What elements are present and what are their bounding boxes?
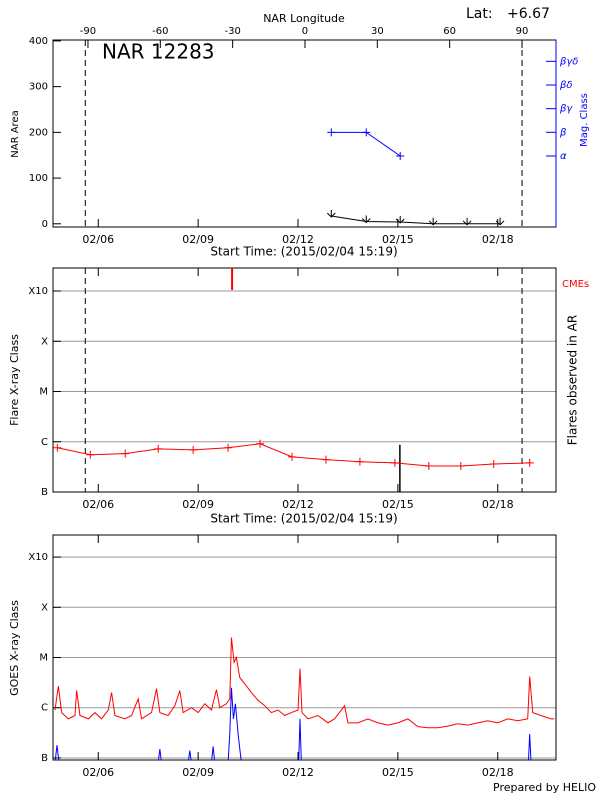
y-tick-label: 100 bbox=[29, 173, 48, 184]
cme-label: CMEs bbox=[562, 279, 589, 290]
data-marker bbox=[256, 439, 265, 448]
y2-axis-label: Flares observed in AR bbox=[566, 315, 580, 445]
x-tick-label: 02/18 bbox=[482, 766, 514, 779]
x-tick-label: 02/15 bbox=[382, 766, 414, 779]
x-tick-label: 02/18 bbox=[482, 233, 514, 246]
x-tick-label: 02/06 bbox=[82, 498, 114, 511]
plot-frame bbox=[52, 534, 557, 761]
y-tick-label: M bbox=[39, 653, 48, 664]
data-marker bbox=[224, 443, 233, 452]
lat-value: +6.67 bbox=[507, 6, 550, 22]
plot-area bbox=[331, 131, 501, 225]
y-axis-label: GOES X-ray Class bbox=[8, 600, 21, 696]
data-marker bbox=[189, 445, 198, 454]
x2-tick-label: 60 bbox=[443, 26, 456, 37]
data-marker bbox=[288, 452, 297, 461]
x-tick-label: 02/09 bbox=[182, 233, 214, 246]
data-marker bbox=[355, 457, 364, 466]
plot-area bbox=[57, 268, 530, 492]
y-tick-label: B bbox=[41, 487, 48, 498]
data-marker bbox=[424, 461, 433, 470]
x-tick-label: 02/12 bbox=[282, 498, 314, 511]
data-marker bbox=[495, 217, 505, 226]
y-tick-label: 300 bbox=[29, 82, 48, 93]
y2-tick-label: α bbox=[560, 151, 567, 162]
plot-frame bbox=[52, 267, 557, 493]
x-tick-label: 02/12 bbox=[282, 233, 314, 246]
data-marker bbox=[86, 450, 95, 459]
x-tick-label: 02/09 bbox=[182, 498, 214, 511]
x2-tick-label: -90 bbox=[80, 26, 96, 37]
data-marker bbox=[395, 215, 405, 224]
x-tick-label: 02/15 bbox=[382, 233, 414, 246]
x-tick-label: 02/18 bbox=[482, 498, 514, 511]
data-marker bbox=[154, 444, 163, 453]
y-tick-label: X10 bbox=[28, 286, 48, 297]
y-tick-label: C bbox=[41, 437, 48, 448]
data-marker bbox=[489, 460, 498, 469]
data-marker bbox=[390, 458, 399, 467]
y-tick-label: X bbox=[41, 602, 48, 613]
series-line bbox=[54, 687, 532, 760]
y-tick-label: B bbox=[41, 753, 48, 764]
x2-tick-label: 90 bbox=[516, 26, 529, 37]
footer: Prepared by HELIO bbox=[493, 781, 596, 794]
y-tick-label: X bbox=[41, 336, 48, 347]
x2-tick-label: -60 bbox=[152, 26, 168, 37]
x2-axis-label: NAR Longitude bbox=[263, 12, 345, 25]
data-marker bbox=[361, 215, 371, 224]
y2-tick-label: βδ bbox=[559, 80, 573, 91]
plot-frame bbox=[52, 39, 557, 228]
y-tick-label: 200 bbox=[29, 127, 48, 138]
x-tick-label: 02/12 bbox=[282, 766, 314, 779]
y2-tick-label: βγ bbox=[559, 104, 573, 115]
data-marker bbox=[362, 128, 371, 137]
data-marker bbox=[321, 455, 330, 464]
lat-label: Lat: bbox=[466, 6, 493, 22]
data-marker bbox=[428, 217, 438, 226]
y2-tick-label: βγδ bbox=[559, 56, 578, 67]
x2-tick-label: 0 bbox=[302, 26, 308, 37]
data-marker bbox=[525, 458, 534, 467]
plot-area bbox=[54, 637, 555, 760]
data-marker bbox=[121, 449, 130, 458]
data-marker bbox=[53, 443, 62, 452]
y-tick-label: 0 bbox=[42, 219, 48, 230]
x-tick-label: 02/06 bbox=[82, 233, 114, 246]
x-axis-label: Start Time: (2015/02/04 15:19) bbox=[210, 245, 397, 259]
region-title: NAR 12283 bbox=[102, 40, 215, 64]
x2-tick-label: -30 bbox=[224, 26, 240, 37]
series-line bbox=[57, 443, 530, 467]
y-tick-label: C bbox=[41, 703, 48, 714]
series-line bbox=[54, 637, 555, 729]
y-tick-label: M bbox=[39, 387, 48, 398]
data-marker bbox=[462, 217, 472, 226]
y-axis-label: Flare X-ray Class bbox=[8, 334, 21, 426]
y-tick-label: X10 bbox=[28, 552, 48, 563]
data-marker bbox=[396, 151, 405, 160]
data-marker bbox=[456, 461, 465, 470]
x-tick-label: 02/06 bbox=[82, 766, 114, 779]
y2-axis-label: Mag. Class bbox=[579, 93, 590, 147]
series-line bbox=[331, 215, 501, 225]
data-marker bbox=[327, 128, 336, 137]
x-tick-label: 02/15 bbox=[382, 498, 414, 511]
x2-tick-label: 30 bbox=[371, 26, 384, 37]
data-marker bbox=[326, 210, 336, 218]
y-tick-label: 400 bbox=[29, 36, 48, 47]
x-tick-label: 02/09 bbox=[182, 766, 214, 779]
x-axis-label: Start Time: (2015/02/04 15:19) bbox=[210, 512, 397, 526]
y-axis-label: NAR Area bbox=[10, 110, 21, 157]
y2-tick-label: β bbox=[559, 127, 567, 138]
